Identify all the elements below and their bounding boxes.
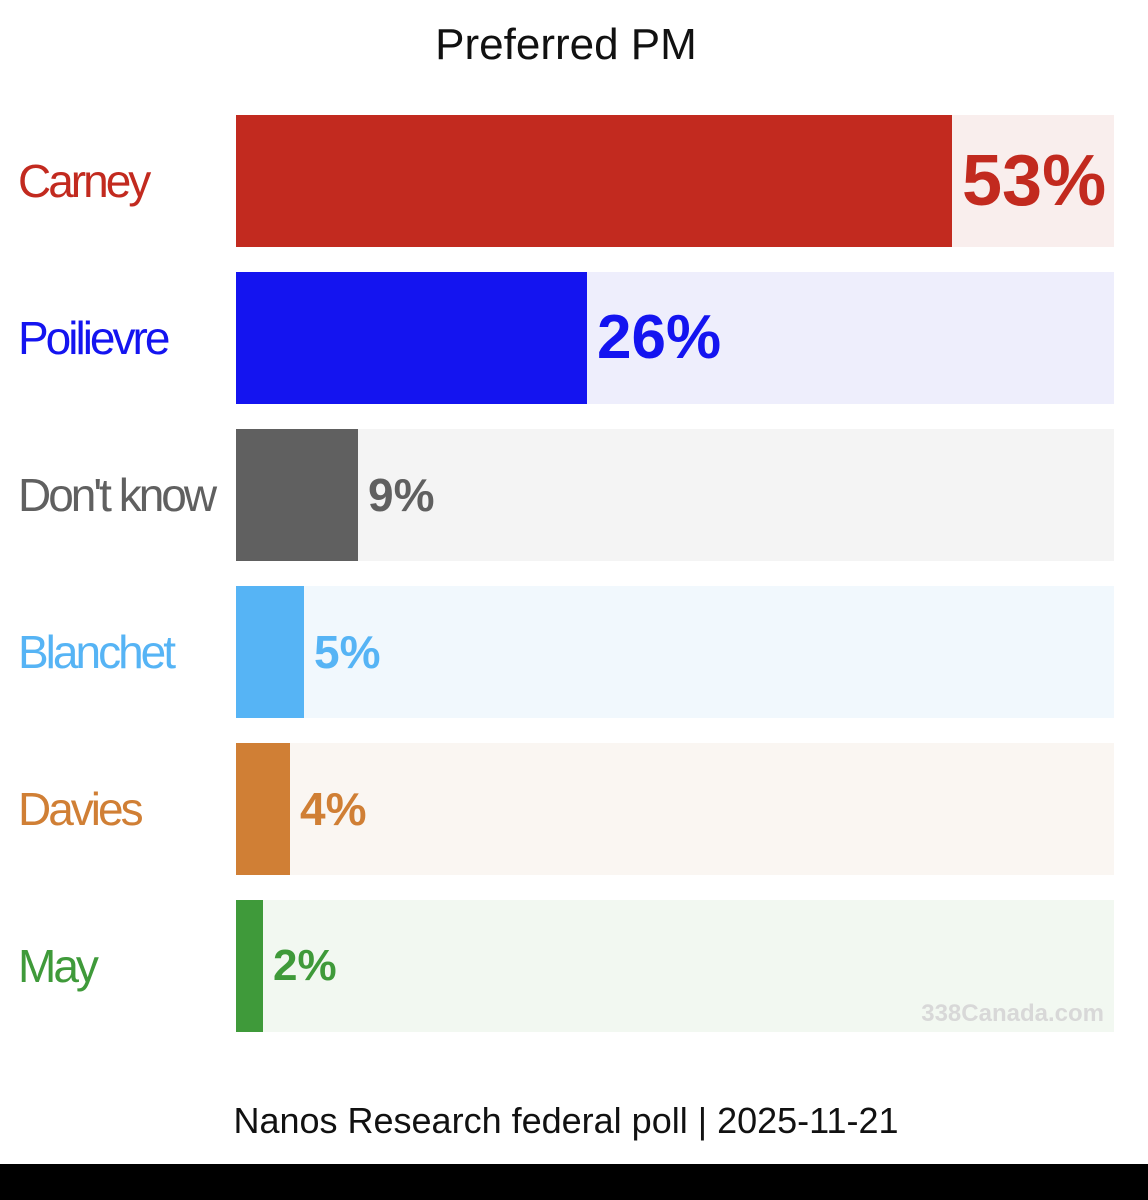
bottom-band xyxy=(0,1164,1148,1200)
value-label: 26% xyxy=(597,303,722,372)
bar-track: 9% xyxy=(236,429,1114,561)
chart-title: Preferred PM xyxy=(435,20,697,69)
category-label: Blanchet xyxy=(18,626,176,678)
bar-track: 5% xyxy=(236,586,1114,718)
value-label: 9% xyxy=(368,469,435,521)
category-label: Carney xyxy=(18,155,151,207)
category-label: May xyxy=(18,940,99,992)
bar-row: Poilievre 26% xyxy=(0,272,1148,404)
bar-track: 2% 338Canada.com xyxy=(236,900,1114,1032)
bar-track: 26% xyxy=(236,272,1114,404)
bar-row: Blanchet 5% xyxy=(0,586,1148,718)
bar-row: May 2% 338Canada.com xyxy=(0,900,1148,1032)
category-label: Don't know xyxy=(18,469,217,521)
value-label: 53% xyxy=(962,141,1107,221)
bar xyxy=(236,900,263,1032)
bar-track: 4% xyxy=(236,743,1114,875)
value-label: 5% xyxy=(314,626,381,678)
category-label: Poilievre xyxy=(18,312,170,364)
category-label: Davies xyxy=(18,783,144,835)
watermark: 338Canada.com xyxy=(921,1000,1104,1027)
bar xyxy=(236,429,358,561)
bar xyxy=(236,743,290,875)
bar xyxy=(236,272,587,404)
bar-row: Carney 53% xyxy=(0,115,1148,247)
value-label: 4% xyxy=(300,783,367,835)
value-label: 2% xyxy=(273,941,337,990)
bar-track: 53% xyxy=(236,115,1114,247)
bar xyxy=(236,115,952,247)
bar xyxy=(236,586,304,718)
bar-row: Don't know 9% xyxy=(0,429,1148,561)
bar-row: Davies 4% xyxy=(0,743,1148,875)
chart-footer: Nanos Research federal poll | 2025-11-21 xyxy=(233,1100,899,1141)
